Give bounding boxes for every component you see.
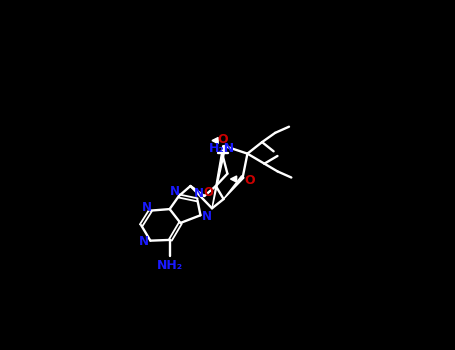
Text: O: O — [244, 174, 255, 187]
Text: N: N — [142, 201, 152, 214]
Text: NH₂: NH₂ — [157, 259, 183, 272]
Text: H₂N: H₂N — [209, 142, 235, 155]
Text: O: O — [203, 186, 213, 199]
Text: N: N — [138, 235, 148, 248]
Text: N: N — [170, 185, 180, 198]
Polygon shape — [212, 138, 218, 144]
Text: N: N — [202, 210, 212, 223]
Polygon shape — [223, 176, 244, 199]
Polygon shape — [231, 176, 237, 182]
Text: N: N — [194, 187, 204, 200]
Text: O: O — [217, 133, 228, 146]
Polygon shape — [212, 146, 226, 208]
